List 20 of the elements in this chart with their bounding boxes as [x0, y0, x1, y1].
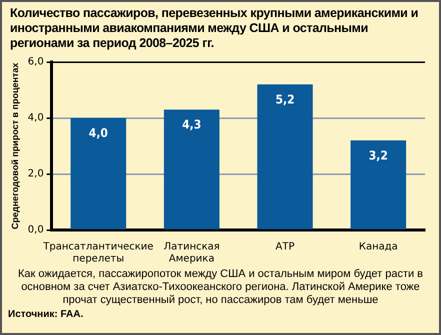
bar	[257, 84, 313, 230]
text: Как ожидается, пассажиропоток между США и остальным миром будет расти в основном за счет Азиатско-Тихоокеанского региона. Латинской Америке тоже прочат существенный рост, но пассажиров там будет меньше	[16, 268, 424, 307]
x-tick-label: Трансатлантические перелеты	[42, 242, 154, 265]
x-tick-label: АТР	[276, 242, 295, 253]
x-tick-label: Канада	[358, 242, 398, 253]
y-tick-label: 6,0	[28, 56, 44, 68]
x-tick-label: Латинская Америка	[164, 242, 220, 265]
y-axis-title: Среднегодовой прирост в процентах	[10, 62, 20, 230]
text: Источник: FAA.	[7, 308, 84, 322]
bar	[164, 110, 220, 230]
bar	[70, 118, 126, 230]
bar	[350, 140, 406, 230]
data-label: 5,2	[275, 92, 295, 107]
data-label: 3,2	[368, 148, 388, 163]
y-tick-label: 0,0	[28, 224, 44, 236]
data-label: 4,0	[88, 126, 108, 140]
y-tick-label: 4,0	[28, 112, 44, 124]
y-tick-label: 2,0	[28, 168, 44, 180]
data-label: 4,3	[182, 118, 202, 132]
chart-title: Количество пассажиров, перевезенных крупными американскими и иностранными авиакомпаниями между США и остальными регионами за период 2008–2025 гг.	[9, 5, 420, 51]
